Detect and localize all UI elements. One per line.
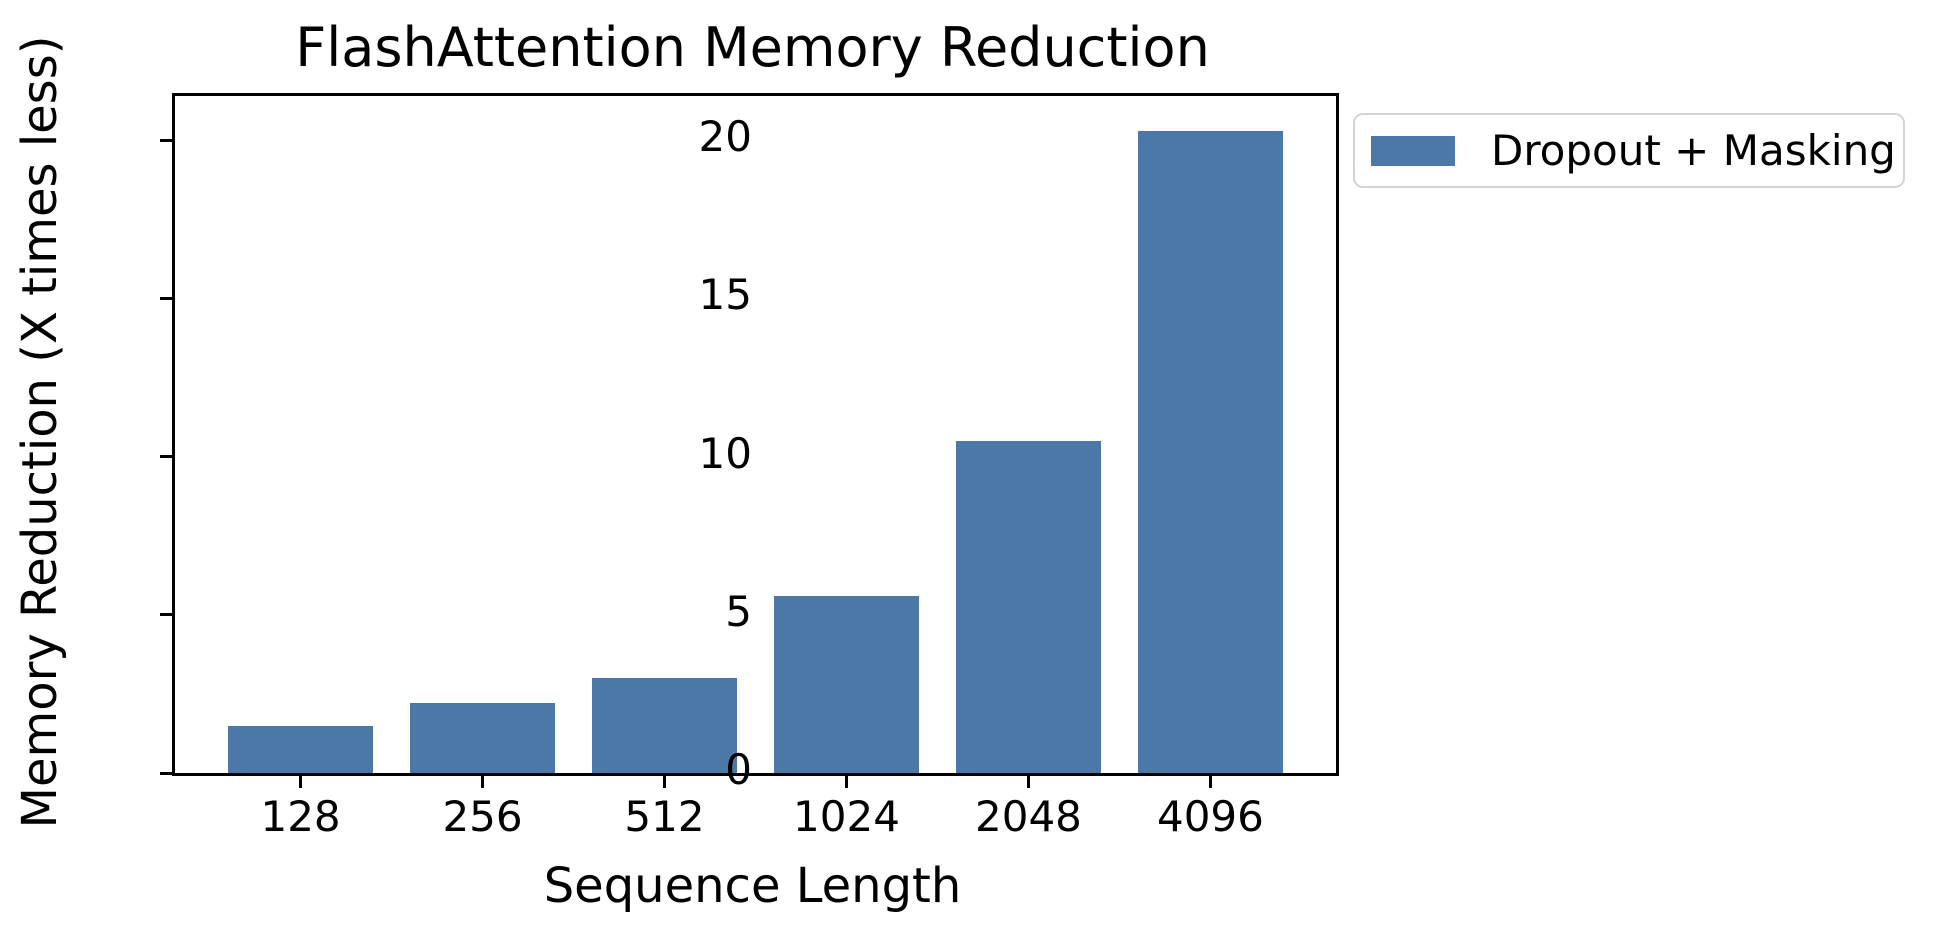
x-tick-label: 2048 <box>975 792 1082 841</box>
x-tick-mark <box>481 776 485 788</box>
y-axis-label: Memory Reduction (X times less) <box>12 35 68 829</box>
y-tick-label: 0 <box>725 745 752 794</box>
chart-title: FlashAttention Memory Reduction <box>295 16 1210 79</box>
x-axis-label: Sequence Length <box>543 858 962 914</box>
x-tick-mark <box>299 776 303 788</box>
x-tick-mark <box>1208 776 1212 788</box>
y-tick-label: 15 <box>698 270 752 320</box>
x-tick-label: 512 <box>624 792 705 841</box>
bar-512 <box>591 678 738 773</box>
y-tick-mark <box>160 613 172 617</box>
bar-1024 <box>773 595 920 773</box>
bar-2048 <box>955 440 1102 773</box>
legend-box: Dropout + Masking <box>1353 113 1905 188</box>
x-tick-mark <box>1026 776 1030 788</box>
legend-label: Dropout + Masking <box>1491 126 1896 175</box>
y-tick-label: 10 <box>698 428 752 478</box>
x-tick-label: 4096 <box>1156 792 1264 841</box>
bar-4096 <box>1137 130 1284 773</box>
bar-256 <box>409 703 556 773</box>
y-tick-mark <box>160 455 172 459</box>
y-tick-mark <box>160 138 172 142</box>
y-tick-label: 20 <box>698 112 752 162</box>
y-tick-label: 5 <box>725 586 752 636</box>
x-tick-label: 1024 <box>793 792 900 841</box>
y-tick-mark <box>160 296 172 300</box>
x-tick-label: 256 <box>442 792 523 841</box>
x-tick-mark <box>663 776 666 788</box>
legend-swatch <box>1371 135 1455 166</box>
plot-area <box>160 93 1339 788</box>
y-tick-mark <box>160 771 172 775</box>
x-tick-mark <box>844 776 848 788</box>
bar-128 <box>227 725 374 773</box>
x-tick-label: 128 <box>260 792 341 841</box>
